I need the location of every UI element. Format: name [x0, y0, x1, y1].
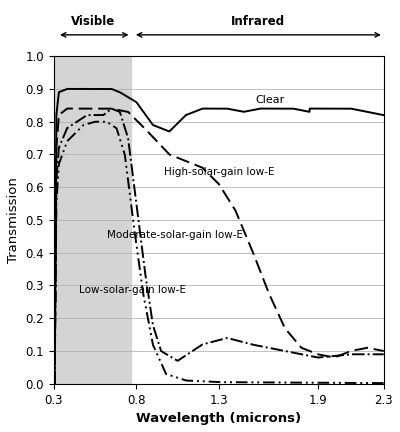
Text: Clear: Clear	[255, 95, 284, 105]
Text: Visible: Visible	[70, 15, 115, 29]
Text: High-solar-gain low-E: High-solar-gain low-E	[164, 168, 275, 178]
Text: Moderate-solar-gain low-E: Moderate-solar-gain low-E	[107, 230, 243, 240]
X-axis label: Wavelength (microns): Wavelength (microns)	[136, 412, 301, 425]
Y-axis label: Transmission: Transmission	[7, 177, 20, 263]
Text: Infrared: Infrared	[230, 15, 285, 29]
Bar	[54, 56, 131, 384]
Text: Low-solar-gain low-E: Low-solar-gain low-E	[78, 286, 186, 295]
